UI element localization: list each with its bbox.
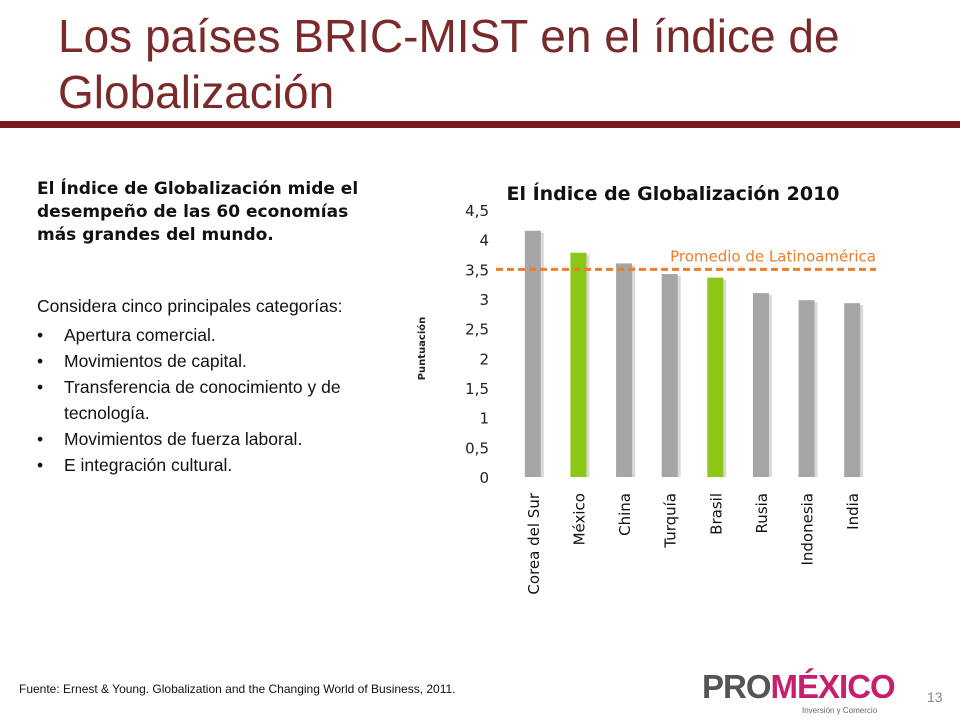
slide-title: Los países BRIC-MIST en el índice de Glo… [58,10,840,118]
category-item: Movimientos de capital. [37,348,387,374]
y-tick-label: 1 [479,410,489,428]
y-tick-label: 2 [479,350,489,368]
x-tick-label: China [616,493,634,536]
chart-title: El Índice de Globalización 2010 [506,182,839,205]
category-item: Transferencia de conocimiento y de tecno… [37,374,387,426]
page-number: 13 [927,689,943,705]
bar [616,263,633,477]
category-item: Movimientos de fuerza laboral. [37,426,387,452]
bar [661,274,678,477]
y-tick-label: 2,5 [465,321,489,339]
category-list: Apertura comercial. Movimientos de capit… [37,322,387,478]
y-axis-label: Puntuación [416,317,428,381]
bar [798,300,815,477]
bar [524,230,541,477]
bar [752,293,769,477]
category-item: E integración cultural. [37,452,387,478]
x-tick-label: México [570,493,588,545]
categories-intro: Considera cinco principales categorías: [37,296,343,316]
source-footnote: Fuente: Ernest & Young. Globalization an… [19,682,456,696]
x-tick-label: Rusia [753,493,771,533]
y-tick-label: 3,5 [465,261,489,279]
logo-mexico: MÉXICO [770,668,896,705]
title-divider [0,121,960,128]
bar [844,303,861,477]
y-tick-label: 4,5 [465,202,489,220]
globalization-bar-chart: El Índice de Globalización 2010 0 0,5 1 1,5 2… [416,182,876,595]
logo-tagline: Inversión y Comercio [802,706,878,715]
x-tick-label: India [844,493,862,530]
y-tick-label: 4 [479,232,489,250]
category-item: Apertura comercial. [37,322,387,348]
x-tick-label: Turquía [662,493,680,549]
logo-pro: PRO [702,668,772,705]
lead-paragraph: El Índice de Globalización mide el desem… [37,179,359,245]
reference-line-label: Promedio de Latinoamérica [670,247,876,265]
x-tick-label: Indonesia [799,493,817,566]
y-tick-label: 1,5 [465,380,489,398]
bar [707,277,724,477]
y-tick-label: 0 [479,469,489,487]
bar [570,252,587,477]
promexico-logo: PROMÉXICO Inversión y Comercio [702,668,896,720]
x-tick-label: Brasil [707,493,725,535]
y-tick-label: 3 [479,291,489,309]
y-tick-label: 0,5 [465,439,489,457]
x-tick-label: Corea del Sur [525,492,543,594]
